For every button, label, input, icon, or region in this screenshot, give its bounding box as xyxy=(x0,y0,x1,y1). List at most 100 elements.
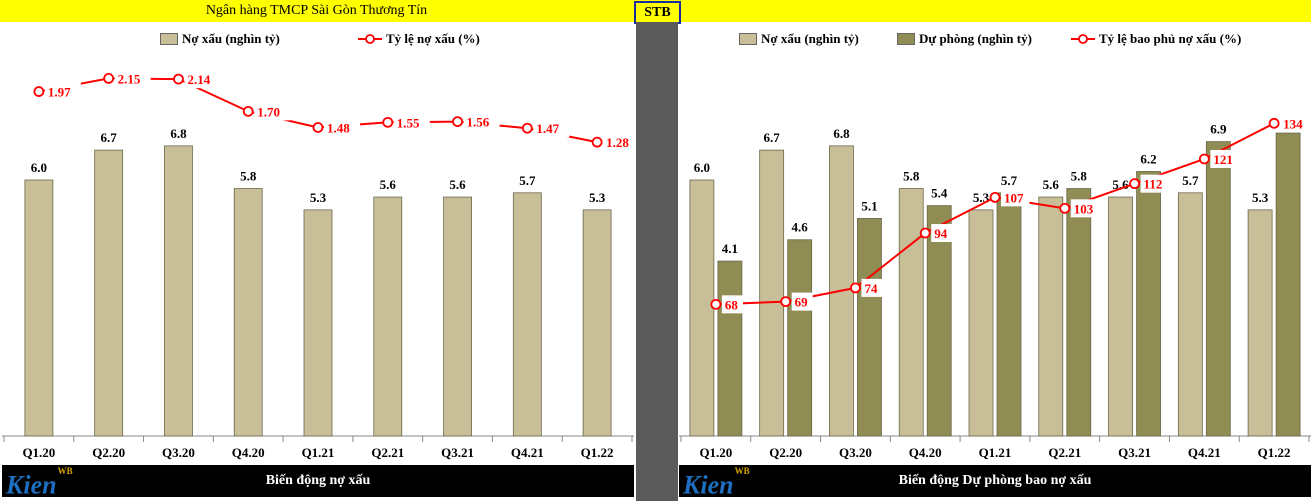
ratio-label-bg xyxy=(861,278,883,297)
ticker-badge: STB xyxy=(634,1,681,24)
ratio-label-bg xyxy=(324,118,360,137)
ratio-value-label: 94 xyxy=(934,226,948,241)
legend-npl-label: Nợ xấu (nghìn tỷ) xyxy=(182,31,280,46)
bar-value-label: 5.6 xyxy=(380,177,397,192)
bar xyxy=(898,188,924,437)
ratio-value-label: 107 xyxy=(1004,190,1024,205)
bar xyxy=(926,205,952,437)
bar xyxy=(582,209,612,437)
bar xyxy=(94,149,124,437)
ratio-point xyxy=(1198,153,1210,165)
legend-line-marker-icon xyxy=(1071,34,1095,44)
bar-value-label: 5.7 xyxy=(1182,173,1199,188)
ratio-value-label: 74 xyxy=(864,281,878,296)
bar xyxy=(717,260,743,437)
chart-footer: KienWB Biến động nợ xấu xyxy=(2,465,634,500)
ratio-point xyxy=(173,73,184,85)
x-tick-label: Q4.20 xyxy=(232,445,265,460)
ratio-value-label: 121 xyxy=(1213,152,1233,167)
ratio-value-label: 1.70 xyxy=(257,104,280,119)
bar xyxy=(1038,196,1064,437)
panel-divider xyxy=(636,22,678,501)
bar xyxy=(1275,132,1301,437)
legend-provision-swatch xyxy=(897,33,915,46)
bar xyxy=(996,192,1022,437)
ratio-label-bg xyxy=(721,295,743,314)
ratio-label-bg xyxy=(1140,174,1170,193)
bar-value-label: 6.0 xyxy=(694,160,710,175)
ratio-point xyxy=(382,116,394,128)
bar xyxy=(443,196,472,437)
x-tick-label: Q2.20 xyxy=(769,445,802,460)
bar-value-label: 5.1 xyxy=(861,198,877,213)
legend-npl-swatch xyxy=(739,33,757,46)
legend-coverage-label: Tỷ lệ bao phủ nợ xấu (%) xyxy=(1099,31,1242,46)
bar-value-label: 6.8 xyxy=(170,126,187,141)
bar xyxy=(1177,192,1203,437)
ratio-point xyxy=(989,191,1001,203)
legend-coverage: Tỷ lệ bao phủ nợ xấu (%) xyxy=(1071,31,1241,47)
x-tick-label: Q4.20 xyxy=(909,445,942,460)
ratio-value-label: 1.55 xyxy=(397,115,420,130)
bar xyxy=(303,209,333,437)
bar-value-label: 6.8 xyxy=(833,126,850,141)
ratio-label-bg xyxy=(44,82,81,101)
ratio-label-bg xyxy=(114,69,151,88)
ratio-value-label: 2.14 xyxy=(187,72,210,87)
x-tick-label: Q2.21 xyxy=(371,445,404,460)
legend-npl-swatch xyxy=(160,33,178,46)
bar-value-label: 5.6 xyxy=(1112,177,1129,192)
bar xyxy=(164,145,193,437)
bar-value-label: 5.3 xyxy=(589,190,606,205)
bar-value-label: 5.7 xyxy=(1001,173,1018,188)
legend-provision-label: Dự phòng (nghìn tỷ) xyxy=(919,31,1032,46)
ratio-label-bg xyxy=(393,113,430,132)
bar xyxy=(24,179,54,437)
x-tick-label: Q1.22 xyxy=(581,445,614,460)
bar xyxy=(689,179,715,437)
bar-value-label: 5.6 xyxy=(1043,177,1060,192)
legend-npl: Nợ xấu (nghìn tỷ) xyxy=(739,31,859,47)
ratio-value-label: 1.56 xyxy=(467,115,490,130)
ratio-point xyxy=(242,105,254,117)
bar xyxy=(1108,196,1133,437)
bank-name: Ngân hàng TMCP Sài Gòn Thương Tín xyxy=(205,3,428,18)
legend-npl: Nợ xấu (nghìn tỷ) xyxy=(160,31,280,47)
ratio-point xyxy=(780,296,792,308)
bar-value-label: 5.6 xyxy=(449,177,466,192)
bar-value-label: 5.3 xyxy=(310,190,327,205)
ratio-value-label: 1.97 xyxy=(48,85,71,100)
bar xyxy=(787,239,813,437)
chart-title: Biến động nợ xấu xyxy=(265,473,371,488)
ratio-label-bg xyxy=(254,102,291,121)
ratio-point xyxy=(1059,202,1071,214)
x-tick-label: Q3.21 xyxy=(441,445,474,460)
ratio-value-label: 1.48 xyxy=(327,120,350,135)
x-tick-label: Q1.20 xyxy=(699,445,732,460)
bar xyxy=(1205,141,1231,437)
ratio-value-label: 69 xyxy=(795,295,808,310)
npl-chart-panel: Nợ xấu (nghìn tỷ) Tỷ lệ nợ xấu (%) 6.0 6.… xyxy=(2,22,634,501)
x-tick-label: Q1.21 xyxy=(979,445,1012,460)
ratio-label-bg xyxy=(184,70,221,89)
bar-value-label: 5.8 xyxy=(240,169,257,184)
bar xyxy=(1136,171,1161,437)
ratio-label-bg xyxy=(931,224,953,243)
bar-value-label: 4.1 xyxy=(722,241,738,256)
legend-npl-ratio: Tỷ lệ nợ xấu (%) xyxy=(358,31,480,47)
legend-provision: Dự phòng (nghìn tỷ) xyxy=(897,31,1032,47)
bar-value-label: 6.7 xyxy=(764,130,781,145)
ratio-point xyxy=(452,116,463,128)
ratio-label-bg xyxy=(1280,114,1309,133)
bar xyxy=(968,209,994,437)
bar-value-label: 6.0 xyxy=(31,160,47,175)
bar xyxy=(857,217,882,437)
bar xyxy=(512,192,542,437)
ratio-value-label: 1.47 xyxy=(536,121,559,136)
kienwb-logo: KienWB xyxy=(6,466,73,500)
bar-value-label: 6.7 xyxy=(101,130,118,145)
bar xyxy=(233,188,263,437)
bar xyxy=(759,149,785,437)
bar-value-label: 5.8 xyxy=(1071,169,1088,184)
bar xyxy=(1066,188,1092,437)
